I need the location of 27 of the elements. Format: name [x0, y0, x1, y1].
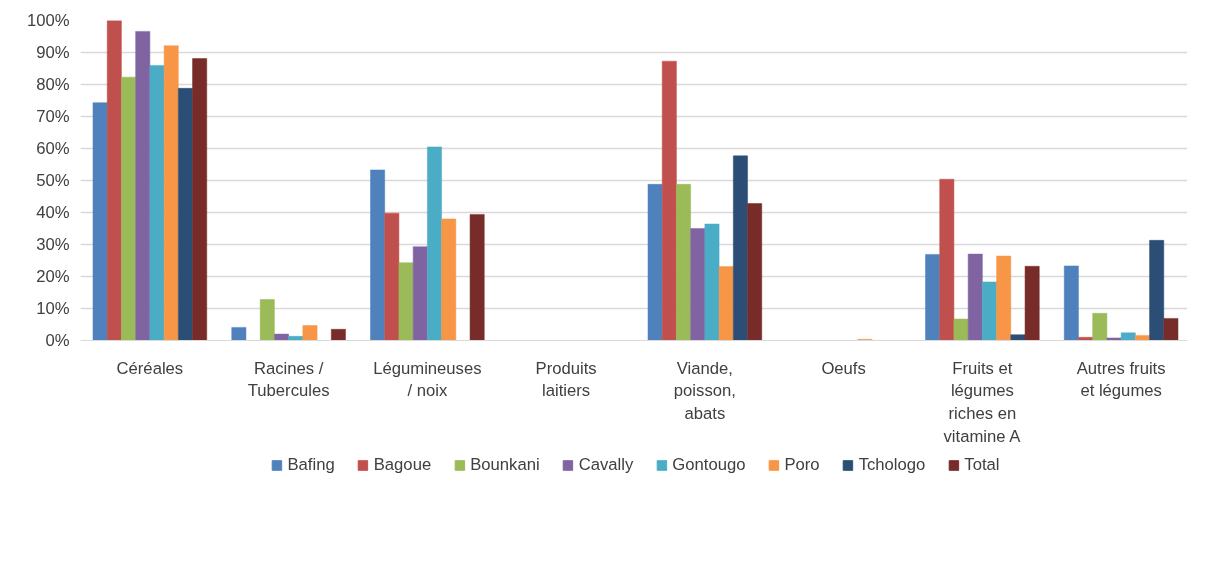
y-tick-label: 0% [45, 331, 70, 350]
x-tick-label: Oeufs [821, 358, 866, 378]
y-tick-label: 60% [36, 139, 70, 158]
x-tick-label: Légumineuses / noix [373, 358, 482, 401]
y-tick-label: 30% [36, 235, 70, 254]
legend-label: Total [964, 455, 1000, 475]
legend-label: Bagoue [373, 455, 432, 475]
legend-label: Poro [784, 455, 820, 475]
x-tick-label: Produits laitiers [535, 358, 597, 401]
y-tick-label: 70% [36, 107, 70, 126]
y-tick-label: 50% [36, 171, 70, 190]
legend-label: Cavally [578, 455, 634, 475]
x-tick-label: Viande, poisson, abats [673, 358, 736, 424]
x-tick-label: Céréales [116, 358, 184, 378]
x-tick-label: Fruits et légumes riches en vitamine A [943, 358, 1022, 446]
y-tick-label: 90% [36, 43, 70, 62]
legend-label: Bafing [287, 455, 335, 475]
y-tick-label: 40% [36, 203, 70, 222]
y-tick-label: 100% [26, 11, 70, 30]
y-tick-label: 20% [36, 267, 70, 286]
x-tick-label: Autres fruits et légumes [1076, 358, 1166, 401]
x-tick-label: Racines / Tubercules [247, 358, 330, 401]
legend-label: Bounkani [470, 455, 540, 475]
y-tick-label: 80% [36, 75, 70, 94]
legend-label: Tchologo [858, 455, 926, 475]
y-tick-label: 10% [36, 299, 70, 318]
legend-label: Gontougo [672, 455, 746, 475]
